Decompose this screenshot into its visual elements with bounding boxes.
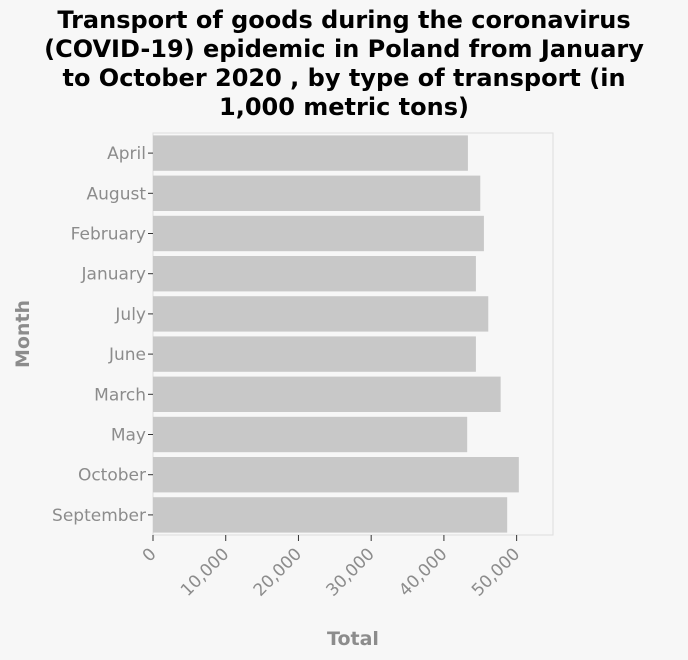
- bar-october: [153, 457, 519, 493]
- x-axis-label: Total: [327, 628, 379, 650]
- y-tick-label-march: March: [94, 385, 146, 405]
- x-tick-label-1: 10,000: [177, 544, 233, 600]
- y-tick-label-june: June: [108, 345, 146, 365]
- x-tick-label-2: 20,000: [250, 544, 306, 600]
- bar-may: [153, 416, 468, 453]
- y-tick-label-may: May: [111, 426, 146, 446]
- x-tick-label-5: 50,000: [468, 544, 524, 600]
- chart-title-line-2: (COVID-19) epidemic in Poland from Janua…: [44, 35, 644, 63]
- bar-january: [153, 256, 476, 292]
- y-tick-label-august: August: [87, 184, 147, 204]
- bar-september: [153, 497, 508, 533]
- bar-july: [153, 296, 489, 332]
- y-tick-label-july: July: [114, 305, 146, 325]
- y-tick-label-october: October: [78, 466, 146, 486]
- x-ticks: 0 10,000 20,000 30,000 40,000 50,000: [139, 535, 524, 601]
- bar-june: [153, 336, 476, 372]
- chart-title-line-1: Transport of goods during the coronaviru…: [57, 6, 631, 34]
- x-tick-label-3: 30,000: [323, 544, 379, 600]
- y-tick-label-april: April: [107, 144, 146, 164]
- y-axis-label: Month: [12, 300, 34, 368]
- bar-april: [153, 135, 468, 171]
- bars-group: [153, 135, 519, 533]
- chart-title-line-3: to October 2020 , by type of transport (…: [62, 64, 626, 92]
- chart-title: Transport of goods during the coronaviru…: [0, 6, 688, 122]
- bar-march: [153, 376, 501, 412]
- y-tick-label-january: January: [81, 265, 146, 285]
- bar-august: [153, 175, 481, 211]
- y-tick-label-february: February: [71, 225, 146, 245]
- x-tick-label-0: 0: [139, 544, 161, 566]
- x-tick-label-4: 40,000: [395, 544, 451, 600]
- chart-title-line-4: 1,000 metric tons): [219, 93, 469, 121]
- y-tick-labels: April August February January July June March M…: [52, 144, 153, 526]
- bar-february: [153, 215, 484, 252]
- y-tick-label-september: September: [52, 506, 146, 526]
